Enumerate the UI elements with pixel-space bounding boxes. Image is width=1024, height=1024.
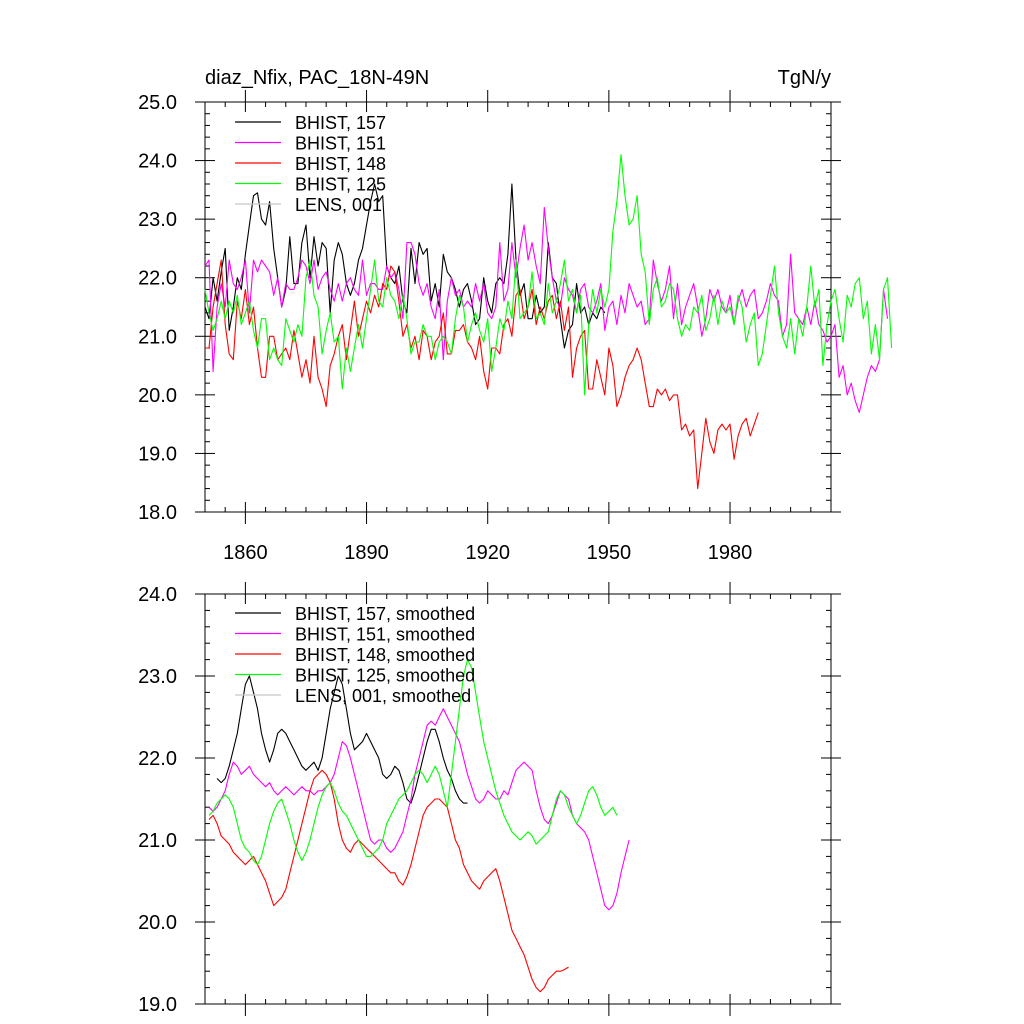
legend-entry: BHIST, 157	[295, 113, 386, 133]
panel-1: diaz_Nfix, PAC_18N-49N TgN/y 18.0 19.0 20.0 2…	[138, 67, 893, 564]
legend-entry: LENS, 001	[295, 195, 382, 215]
y-tick-label: 21.0	[138, 326, 177, 348]
y-tick-label: 23.0	[138, 209, 177, 231]
y-tick-label: 22.0	[138, 748, 177, 770]
legend-entry: BHIST, 151, smoothed	[295, 625, 475, 645]
y-tick-label: 19.0	[138, 994, 177, 1016]
panel-2: 19.0 20.0 21.0 22.0 23.0 24.0 BHIST, 157, smoo…	[138, 582, 841, 1016]
series-line-1	[216, 675, 468, 804]
x-tick-label: 1890	[344, 542, 389, 564]
legend-entry: BHIST, 125, smoothed	[295, 666, 475, 686]
y-tick-label: 19.0	[138, 443, 177, 465]
series-line-2	[204, 206, 889, 413]
legend-entry: LENS, 001, smoothed	[295, 686, 471, 706]
x-tick-label: 1950	[587, 542, 632, 564]
y-tick-label: 25.0	[138, 92, 177, 114]
plot-frame	[204, 593, 832, 1005]
x-tick-label: 1860	[223, 542, 268, 564]
units-label: TgN/y	[778, 67, 831, 89]
y-tick-label: 18.0	[138, 502, 177, 524]
legend-entry: BHIST, 148	[295, 154, 386, 174]
y-tick-label: 23.0	[138, 666, 177, 688]
legend-entry: BHIST, 157, smoothed	[295, 604, 475, 624]
y-tick-label: 24.0	[138, 584, 177, 606]
x-tick-label: 1980	[708, 542, 753, 564]
y-tick-label: 21.0	[138, 830, 177, 852]
series-line-4	[208, 659, 618, 866]
series-line-2	[208, 708, 630, 911]
series-line-3	[208, 769, 569, 993]
chart-title: diaz_Nfix, PAC_18N-49N	[205, 67, 429, 89]
series-line-4	[204, 154, 893, 396]
legend-entry: BHIST, 148, smoothed	[295, 645, 475, 665]
legend-entry: BHIST, 151	[295, 134, 386, 154]
legend-entry: BHIST, 125	[295, 175, 386, 195]
y-tick-label: 20.0	[138, 912, 177, 934]
series-line-3	[205, 259, 759, 490]
y-tick-label: 24.0	[138, 151, 177, 173]
x-tick-label: 1920	[465, 542, 510, 564]
y-tick-label: 20.0	[138, 385, 177, 407]
y-tick-label: 22.0	[138, 268, 177, 290]
